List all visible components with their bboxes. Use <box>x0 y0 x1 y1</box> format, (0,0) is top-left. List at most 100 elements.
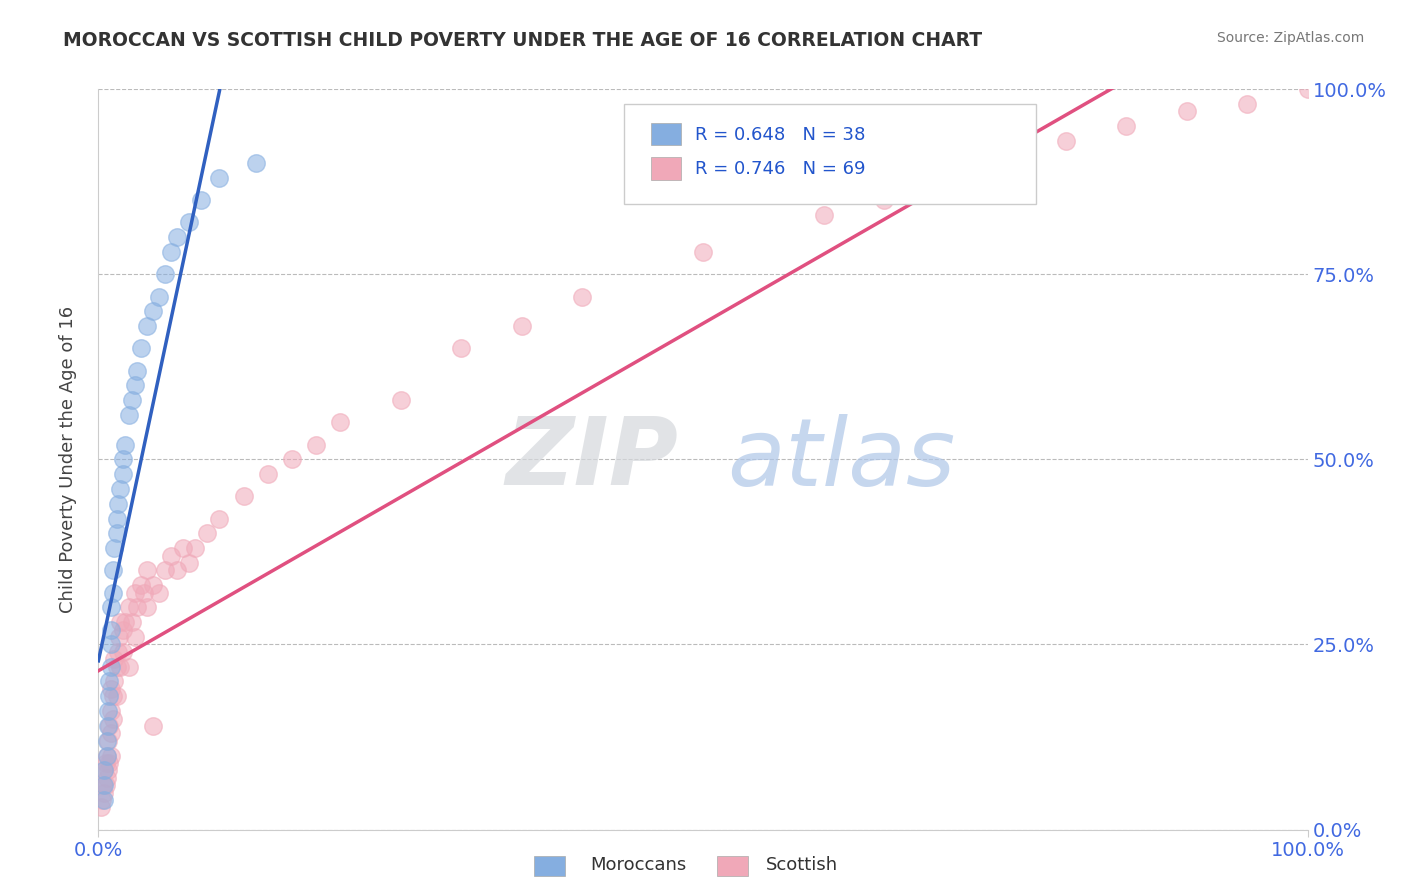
Point <box>93 793 115 807</box>
Point <box>121 615 143 630</box>
Point <box>134 585 156 599</box>
Point <box>107 645 129 659</box>
Point <box>100 600 122 615</box>
Point <box>135 600 157 615</box>
Point <box>1054 134 1077 148</box>
Point <box>90 800 112 814</box>
Point <box>153 564 176 578</box>
Point <box>142 719 165 733</box>
Point <box>129 341 152 355</box>
Point <box>571 289 593 303</box>
Point <box>91 778 114 792</box>
Point <box>98 719 121 733</box>
Point <box>100 659 122 673</box>
Text: Moroccans: Moroccans <box>591 856 686 874</box>
FancyBboxPatch shape <box>624 104 1035 204</box>
Point <box>114 615 136 630</box>
Point <box>97 719 120 733</box>
Point <box>91 793 114 807</box>
Point <box>135 319 157 334</box>
Point <box>127 600 149 615</box>
Point <box>108 630 131 644</box>
Point <box>93 764 115 778</box>
Point <box>1236 97 1258 112</box>
Point <box>329 415 352 429</box>
Point <box>450 341 472 355</box>
Point <box>195 526 218 541</box>
Point <box>93 786 115 800</box>
Text: Scottish: Scottish <box>766 856 838 874</box>
Point <box>100 726 122 740</box>
Point <box>108 482 131 496</box>
Point <box>114 437 136 451</box>
Point <box>256 467 278 482</box>
FancyBboxPatch shape <box>651 157 682 179</box>
Point <box>510 319 533 334</box>
Point <box>153 268 176 282</box>
Point <box>105 526 128 541</box>
Point <box>994 156 1017 170</box>
Point <box>166 230 188 244</box>
Point <box>179 556 201 570</box>
Point <box>100 623 122 637</box>
Point <box>100 681 122 696</box>
Point <box>105 511 128 525</box>
Point <box>1115 119 1137 133</box>
Point <box>208 511 231 525</box>
Point <box>389 393 412 408</box>
Point <box>101 564 124 578</box>
Text: Source: ZipAtlas.com: Source: ZipAtlas.com <box>1216 31 1364 45</box>
Point <box>107 497 129 511</box>
Point <box>232 489 254 503</box>
Point <box>179 215 201 229</box>
Point <box>96 748 118 763</box>
Point <box>124 378 146 392</box>
Point <box>97 733 120 747</box>
Point <box>101 585 124 599</box>
Point <box>208 171 231 186</box>
FancyBboxPatch shape <box>651 123 682 145</box>
Point <box>1296 82 1319 96</box>
Point <box>105 659 128 673</box>
Point <box>148 289 170 303</box>
Point <box>172 541 194 556</box>
Point <box>121 393 143 408</box>
Point <box>142 578 165 592</box>
Point <box>103 674 125 689</box>
Point <box>190 194 212 208</box>
Point <box>100 637 122 651</box>
Point <box>101 712 124 726</box>
Point <box>103 652 125 666</box>
Point <box>127 363 149 377</box>
Text: MOROCCAN VS SCOTTISH CHILD POVERTY UNDER THE AGE OF 16 CORRELATION CHART: MOROCCAN VS SCOTTISH CHILD POVERTY UNDER… <box>63 31 983 50</box>
Point <box>93 778 115 792</box>
Point <box>142 304 165 318</box>
Point <box>98 690 121 704</box>
Point <box>129 578 152 592</box>
Y-axis label: Child Poverty Under the Age of 16: Child Poverty Under the Age of 16 <box>59 306 77 613</box>
Point <box>93 764 115 778</box>
Point <box>101 690 124 704</box>
Point <box>97 764 120 778</box>
Point <box>111 645 134 659</box>
Point <box>94 778 117 792</box>
Point <box>124 630 146 644</box>
Point <box>118 408 141 422</box>
Point <box>118 659 141 673</box>
Point <box>96 748 118 763</box>
Point <box>160 549 183 563</box>
Point <box>111 467 134 482</box>
Point <box>100 704 122 718</box>
Point <box>873 194 896 208</box>
Text: ZIP: ZIP <box>506 413 679 506</box>
Point <box>160 245 183 260</box>
Point <box>166 564 188 578</box>
Point <box>108 659 131 673</box>
Point <box>245 156 267 170</box>
Point <box>184 541 207 556</box>
Text: atlas: atlas <box>727 414 956 505</box>
Point <box>111 623 134 637</box>
Point <box>305 437 328 451</box>
Point <box>124 585 146 599</box>
Point <box>108 615 131 630</box>
